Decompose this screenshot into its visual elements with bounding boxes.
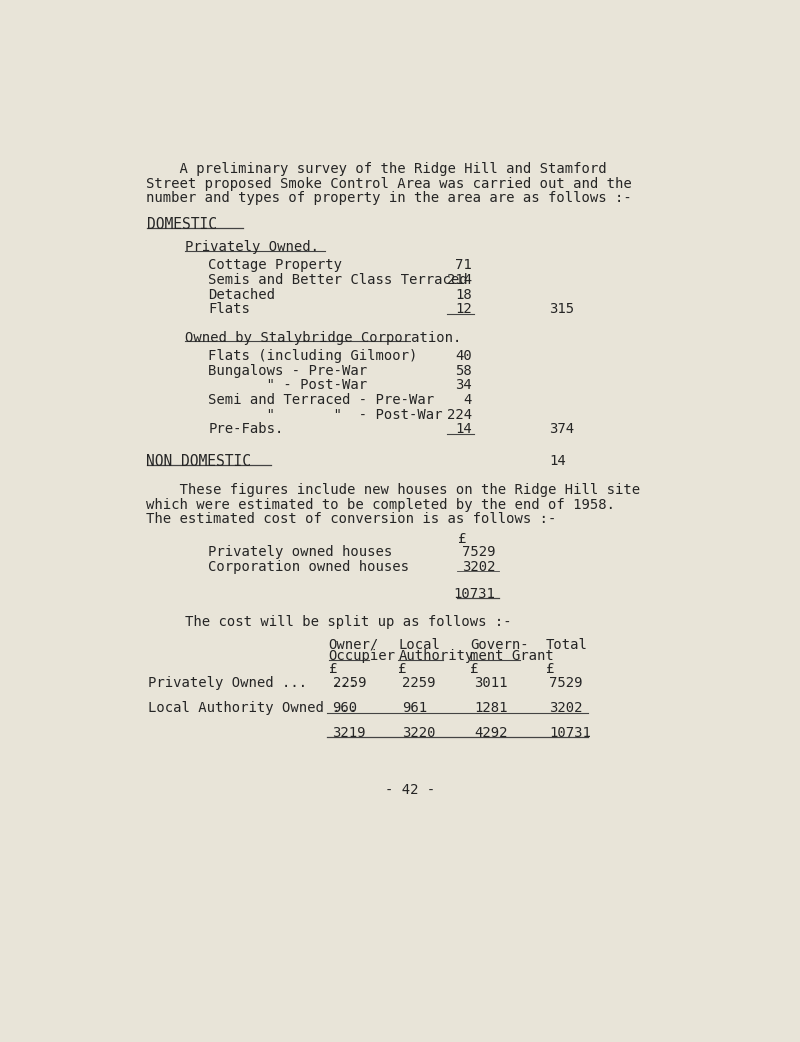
- Text: £: £: [470, 662, 479, 675]
- Text: Pre-Fabs.: Pre-Fabs.: [209, 422, 284, 437]
- Text: Semis and Better Class Terraced: Semis and Better Class Terraced: [209, 273, 468, 287]
- Text: 2259: 2259: [333, 676, 366, 691]
- Text: 374: 374: [550, 422, 574, 437]
- Text: Street proposed Smoke Control Area was carried out and the: Street proposed Smoke Control Area was c…: [146, 177, 632, 191]
- Text: Flats: Flats: [209, 302, 250, 316]
- Text: The estimated cost of conversion is as follows :-: The estimated cost of conversion is as f…: [146, 513, 557, 526]
- Text: A preliminary survey of the Ridge Hill and Stamford: A preliminary survey of the Ridge Hill a…: [146, 162, 607, 176]
- Text: 4: 4: [464, 393, 472, 407]
- Text: The cost will be split up as follows :-: The cost will be split up as follows :-: [186, 615, 512, 628]
- Text: Local Authority Owned ...: Local Authority Owned ...: [148, 701, 358, 715]
- Text: Total: Total: [546, 638, 587, 652]
- Text: 214: 214: [447, 273, 472, 287]
- Text: 18: 18: [455, 288, 472, 301]
- Text: 40: 40: [455, 349, 472, 363]
- Text: number and types of property in the area are as follows :-: number and types of property in the area…: [146, 192, 632, 205]
- Text: Corporation owned houses: Corporation owned houses: [209, 561, 410, 574]
- Text: 12: 12: [455, 302, 472, 316]
- Text: Owner/: Owner/: [329, 638, 379, 652]
- Text: Privately Owned ...   ...: Privately Owned ... ...: [148, 676, 358, 691]
- Text: Local: Local: [398, 638, 440, 652]
- Text: 34: 34: [455, 378, 472, 393]
- Text: These figures include new houses on the Ridge Hill site: These figures include new houses on the …: [146, 483, 641, 497]
- Text: 71: 71: [455, 258, 472, 272]
- Text: 315: 315: [550, 302, 574, 316]
- Text: £: £: [546, 662, 554, 675]
- Text: Detached: Detached: [209, 288, 275, 301]
- Text: 58: 58: [455, 364, 472, 378]
- Text: - 42 -: - 42 -: [385, 784, 435, 797]
- Text: 7529: 7529: [550, 676, 583, 691]
- Text: Privately owned houses: Privately owned houses: [209, 545, 393, 560]
- Text: ment Grant: ment Grant: [470, 649, 554, 664]
- Text: 3202: 3202: [462, 561, 495, 574]
- Text: Privately Owned.: Privately Owned.: [186, 240, 319, 254]
- Text: £: £: [458, 531, 466, 546]
- Text: 14: 14: [455, 422, 472, 437]
- Text: 1281: 1281: [474, 701, 508, 715]
- Text: £: £: [329, 662, 337, 675]
- Text: Govern-: Govern-: [470, 638, 529, 652]
- Text: Semi and Terraced - Pre-War: Semi and Terraced - Pre-War: [209, 393, 434, 407]
- Text: 7529: 7529: [462, 545, 495, 560]
- Text: 3202: 3202: [550, 701, 583, 715]
- Text: DOMESTIC: DOMESTIC: [146, 217, 217, 231]
- Text: NON DOMESTIC: NON DOMESTIC: [146, 454, 251, 469]
- Text: Bungalows - Pre-War: Bungalows - Pre-War: [209, 364, 368, 378]
- Text: 224: 224: [447, 407, 472, 422]
- Text: 3011: 3011: [474, 676, 508, 691]
- Text: £: £: [398, 662, 406, 675]
- Text: 14: 14: [550, 454, 566, 468]
- Text: Owned by Stalybridge Corporation.: Owned by Stalybridge Corporation.: [186, 330, 462, 345]
- Text: Occupier: Occupier: [329, 649, 396, 664]
- Text: 4292: 4292: [474, 725, 508, 740]
- Text: Authority: Authority: [398, 649, 474, 664]
- Text: 961: 961: [402, 701, 427, 715]
- Text: 960: 960: [333, 701, 358, 715]
- Text: Cottage Property: Cottage Property: [209, 258, 342, 272]
- Text: which were estimated to be completed by the end of 1958.: which were estimated to be completed by …: [146, 498, 615, 512]
- Text: 10731: 10731: [550, 725, 591, 740]
- Text: 10731: 10731: [454, 587, 495, 601]
- Text: " - Post-War: " - Post-War: [209, 378, 368, 393]
- Text: 2259: 2259: [402, 676, 436, 691]
- Text: "       "  - Post-War: " " - Post-War: [209, 407, 443, 422]
- Text: 3220: 3220: [402, 725, 436, 740]
- Text: 3219: 3219: [333, 725, 366, 740]
- Text: Flats (including Gilmoor): Flats (including Gilmoor): [209, 349, 418, 363]
